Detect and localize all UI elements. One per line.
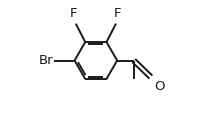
Text: Br: Br xyxy=(39,54,53,67)
Text: O: O xyxy=(154,80,164,93)
Text: F: F xyxy=(70,7,78,20)
Text: F: F xyxy=(114,7,121,20)
